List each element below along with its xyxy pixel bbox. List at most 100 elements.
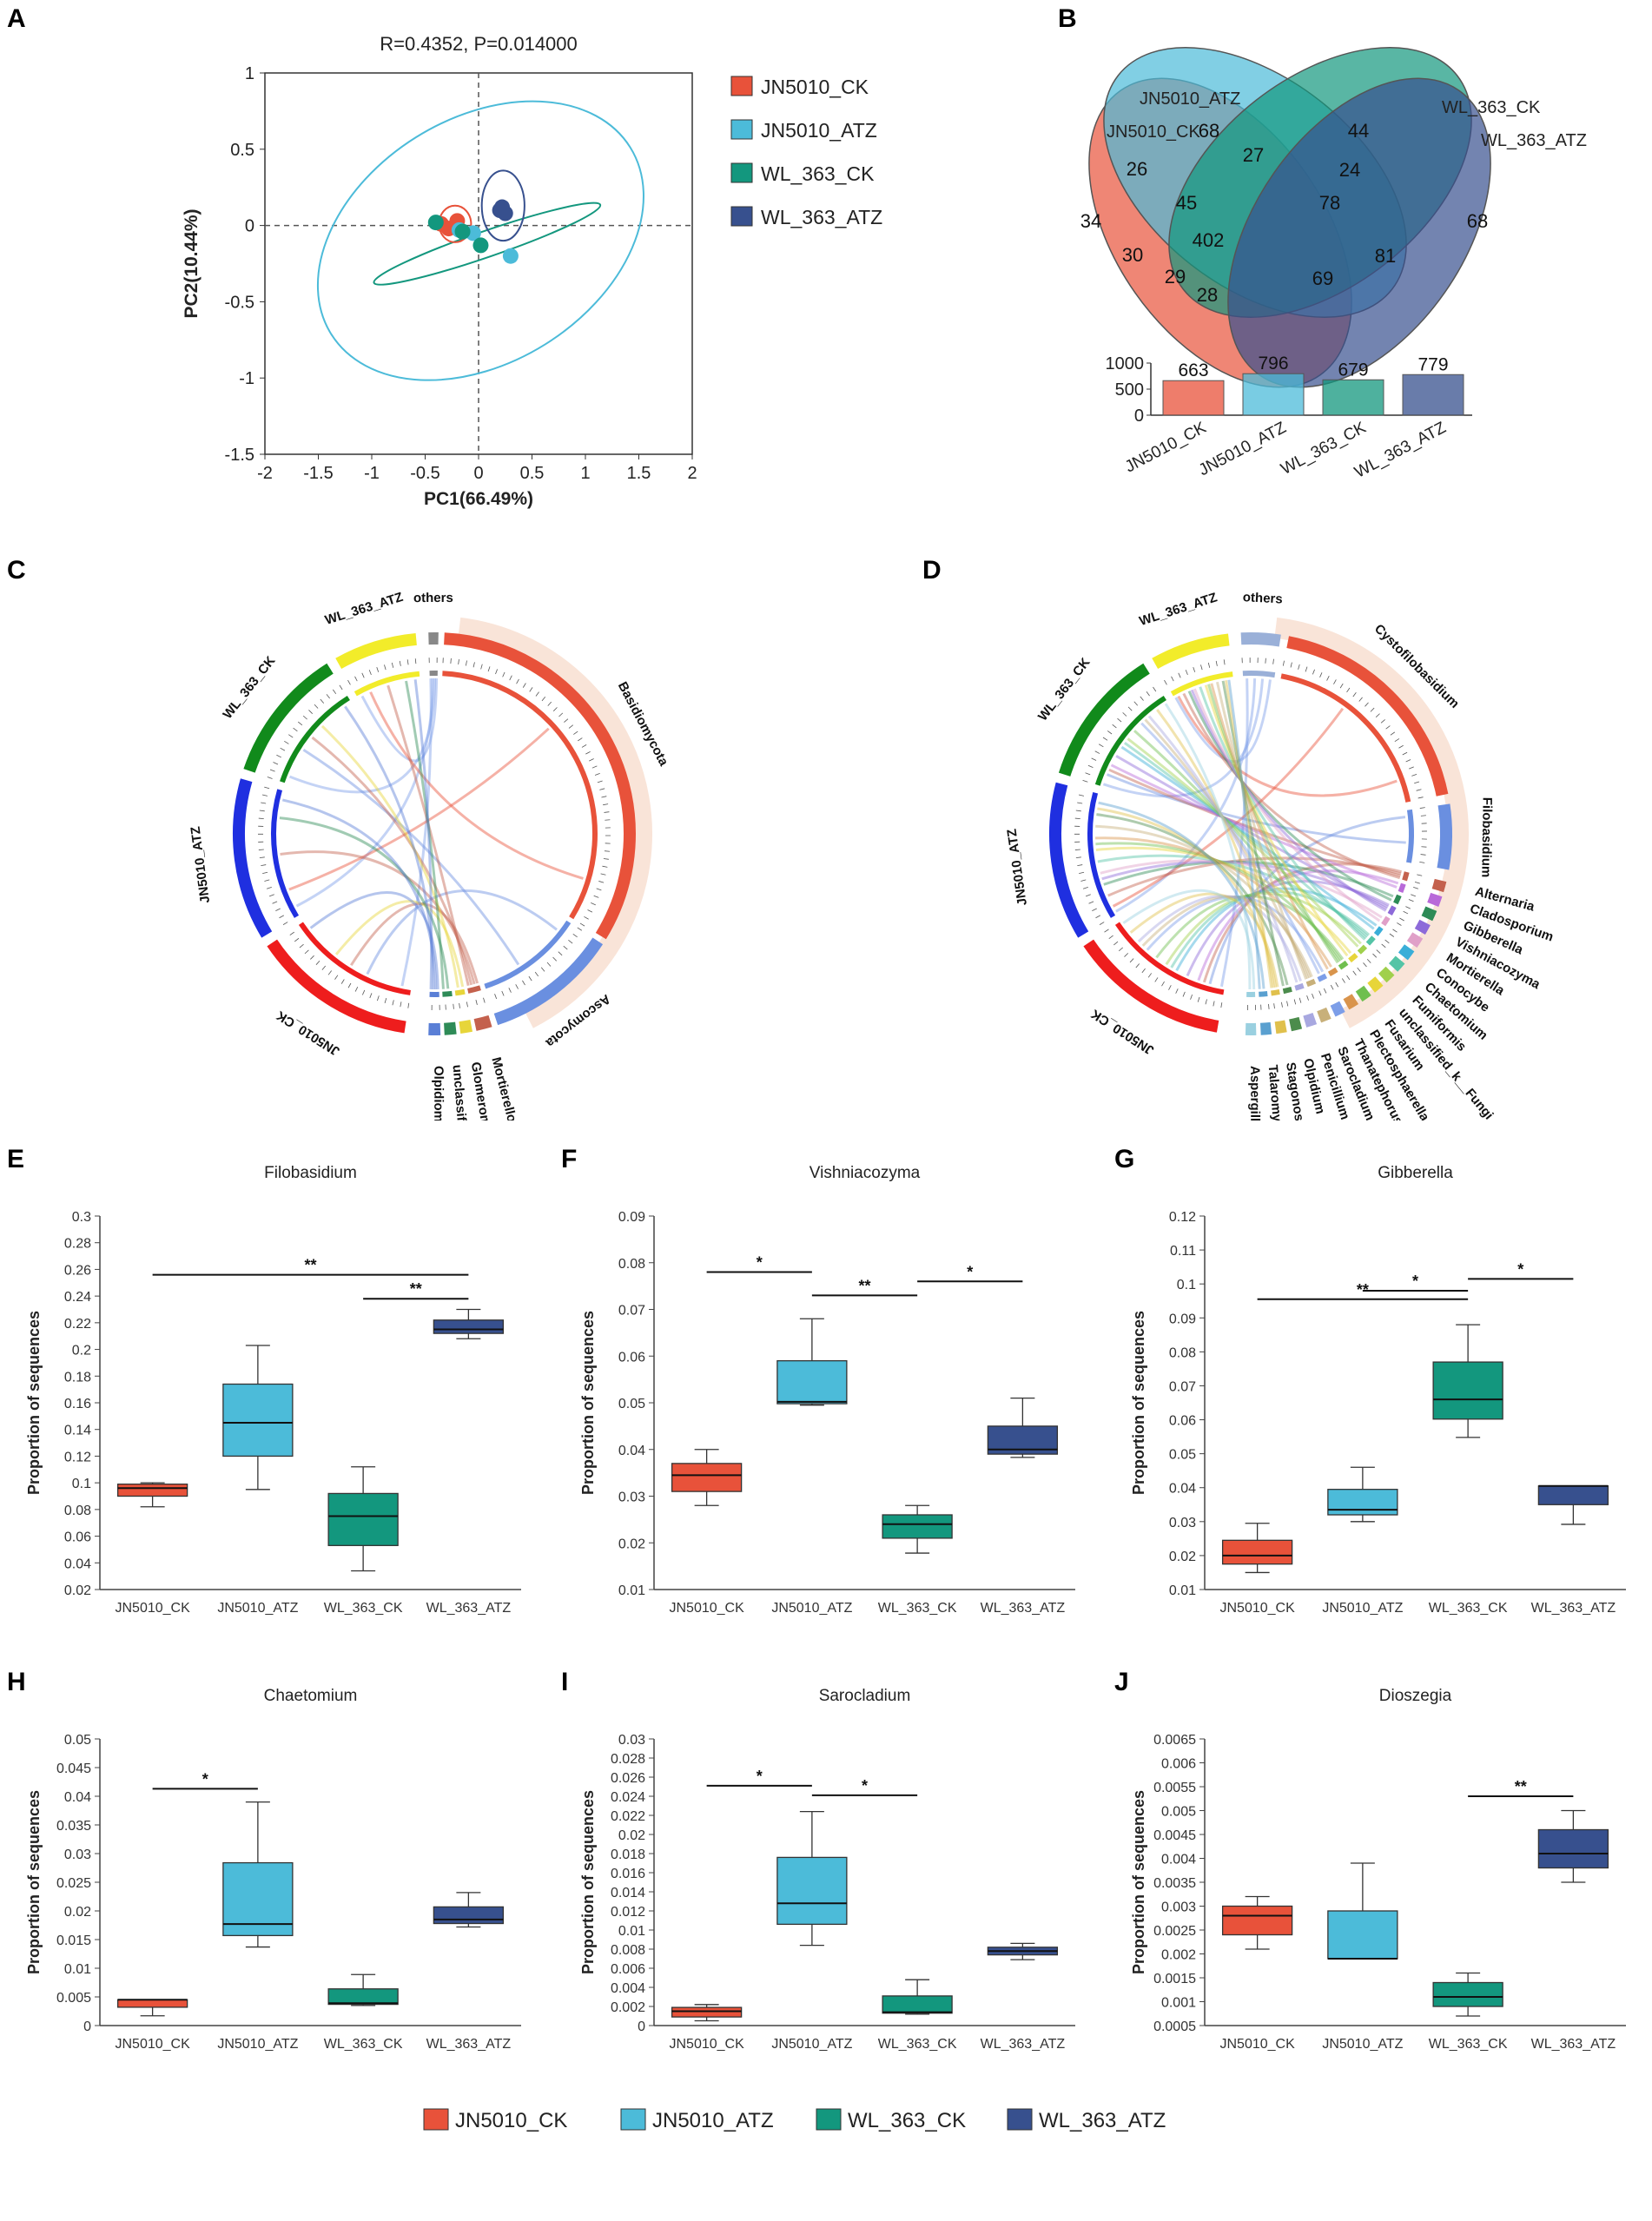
- y-tick-label: 0.004: [611, 1981, 645, 1996]
- panel-label-f: F: [561, 1145, 578, 1173]
- segment-tick: [558, 712, 564, 717]
- segment-tick: [1286, 1001, 1289, 1007]
- segment-inner-arc: [1282, 986, 1292, 995]
- y-tick-label: 0.018: [611, 1848, 645, 1862]
- segment-tick: [1182, 991, 1186, 997]
- segment-tick: [326, 694, 330, 699]
- chord-ribbon: [1156, 709, 1275, 988]
- chord-ribbon: [1199, 686, 1366, 941]
- chord-ribbon: [344, 705, 435, 990]
- segment-label: Aspergillus: [1247, 1066, 1262, 1120]
- legend-label: WL_363_ATZ: [1039, 2109, 1166, 2132]
- segment-tick: [279, 915, 284, 919]
- segment-tick: [1357, 967, 1361, 973]
- segment-tick: [495, 669, 498, 675]
- background-band: [458, 617, 652, 1028]
- segment-label: JN5010_ATZ: [1005, 828, 1030, 906]
- x-tick-label: JN5010_CK: [1219, 1601, 1295, 1616]
- y-tick-label: 0.0035: [1153, 1876, 1196, 1891]
- segment-tick: [1113, 941, 1119, 946]
- segment-tick: [1223, 659, 1226, 665]
- significance-label: *: [862, 1777, 868, 1795]
- y-tick-label: 0.02: [64, 1905, 91, 1920]
- segment-outer-arc: [1083, 939, 1219, 1033]
- segment-tick: [578, 737, 583, 742]
- segment-tick: [1153, 686, 1157, 692]
- segment-inner-arc: [1338, 960, 1349, 970]
- segment-tick: [1312, 669, 1315, 675]
- y-tick-label: 0.04: [1169, 1482, 1196, 1497]
- y-axis-label: Proportion of sequences: [25, 1790, 43, 1974]
- significance-label: *: [757, 1768, 763, 1785]
- segment-tick: [1319, 672, 1323, 678]
- chord-ribbon: [1207, 684, 1339, 964]
- segment-tick: [1085, 894, 1091, 897]
- chord-ribbon: [1115, 754, 1388, 910]
- segment-tick: [1346, 975, 1351, 981]
- segment-tick: [541, 697, 546, 702]
- segment-tick: [1175, 988, 1179, 994]
- segment-tick: [362, 989, 366, 995]
- segment-outer-arc: [335, 632, 417, 670]
- chord-ribbon: [1140, 722, 1320, 975]
- y-tick-label: -1: [239, 369, 254, 388]
- segment-tick: [1305, 666, 1308, 672]
- segment-tick: [459, 1002, 460, 1008]
- segment-tick: [453, 1003, 454, 1009]
- box: [1221, 1539, 1293, 1565]
- segment-inner-arc: [467, 985, 481, 994]
- segment-tick: [1403, 910, 1409, 915]
- segment-tick: [294, 937, 300, 942]
- y-tick-label: 0.08: [1169, 1345, 1196, 1360]
- boxplot-vishniacozyma: Vishniacozyma 0.01 0.02 0.03 0.04 0.05 0.06 0.0…: [579, 1164, 1075, 1616]
- bar-value-label: 779: [1417, 354, 1448, 374]
- segment-inner-arc: [1317, 973, 1328, 982]
- chord-ribbon: [1120, 745, 1375, 930]
- chord-diagram-genus: othersCystofilobasidiumFilobasidiumAlter…: [1005, 590, 1556, 1120]
- segment-tick: [1335, 982, 1339, 988]
- segment-tick: [568, 940, 573, 944]
- chord-ribbon: [1144, 718, 1310, 979]
- segment-tick: [480, 664, 483, 670]
- segment-label: others: [413, 591, 453, 605]
- segment-tick: [1119, 947, 1124, 952]
- segment-inner-arc: [1406, 809, 1414, 863]
- chord-ribbon: [1127, 737, 1359, 948]
- y-tick-label: 0: [83, 2019, 91, 2034]
- segment-tick: [264, 786, 270, 790]
- segment-tick: [604, 850, 611, 852]
- y-tick-label: 0.07: [1169, 1379, 1196, 1394]
- segment-tick: [384, 664, 387, 671]
- y-tick-label: 0.0025: [1153, 1924, 1196, 1939]
- chart-title: Dioszegia: [1379, 1687, 1452, 1705]
- segment-tick: [264, 879, 270, 882]
- venn-region-count: 45: [1176, 192, 1197, 214]
- y-tick-label: 0.04: [64, 1790, 91, 1805]
- chord-ribbon: [387, 684, 470, 986]
- y-tick-label: 0.006: [1161, 1757, 1196, 1772]
- segment-outer-arc: [1398, 944, 1415, 961]
- chart-title: Sarocladium: [819, 1687, 911, 1705]
- box: [433, 1906, 505, 1925]
- segment-tick: [584, 916, 589, 920]
- box: [116, 1999, 188, 2008]
- y-tick-label: 0.03: [618, 1491, 645, 1505]
- segment-tick: [1075, 856, 1081, 859]
- segment-tick: [1352, 970, 1357, 975]
- y-tick-label: 0.18: [64, 1370, 91, 1385]
- chart-title: R=0.4352, P=0.014000: [380, 33, 578, 55]
- chord-ribbon: [295, 678, 434, 908]
- segment-tick: [1190, 994, 1193, 1000]
- venn-region-count: 27: [1243, 144, 1264, 166]
- segment-tick: [1358, 697, 1363, 702]
- venn-region-count: 44: [1348, 120, 1369, 142]
- segment-outer-arc: [444, 632, 636, 940]
- x-tick-label: WL_363_CK: [878, 2037, 957, 2052]
- segment-tick: [1394, 738, 1400, 743]
- segment-tick: [407, 1002, 410, 1008]
- segment-tick: [1389, 933, 1395, 937]
- segment-tick: [304, 949, 309, 955]
- box: [882, 1995, 953, 2014]
- chord-ribbon: [1165, 892, 1362, 966]
- y-tick-label: 0.012: [611, 1905, 645, 1920]
